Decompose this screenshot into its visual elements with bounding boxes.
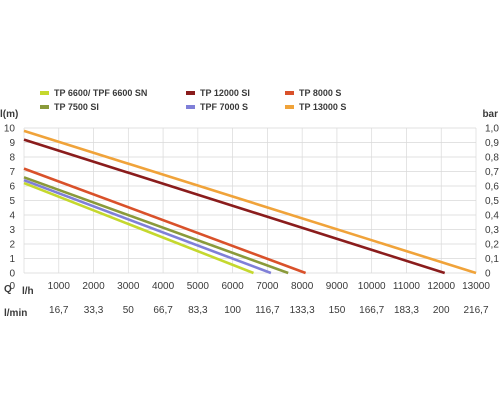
series-line	[23, 178, 272, 275]
y-left-tick-label: 7	[9, 167, 15, 178]
legend: TP 6600/ TPF 6600 SN TP 7500 SI TP 12000 S…	[40, 88, 346, 112]
series-line	[23, 138, 446, 275]
grid	[23, 127, 477, 274]
series-line	[23, 176, 289, 275]
tick-labels: 0 01 0,12 0,23 0,34 0,45 0,56 0,67 0,78 0,89 0,910…	[4, 124, 499, 317]
x-alt-tick-label: 66,7	[153, 305, 173, 316]
series-line	[23, 129, 477, 275]
y-right-tick-label: 1,0	[485, 124, 499, 135]
y-right-tick-label: 0,1	[485, 254, 499, 265]
axes: l(m) bar Q l/h l/min	[0, 109, 498, 319]
x-alt-tick-label: 83,3	[188, 305, 208, 316]
x-unit-label: l/h	[22, 286, 34, 297]
y-left-tick-label: 2	[9, 240, 15, 251]
x-tick-label: 9000	[326, 281, 349, 292]
y-left-tick-label: 8	[9, 153, 15, 164]
y-left-tick-label: 3	[9, 225, 15, 236]
x-alt-tick-label: 183,3	[394, 305, 419, 316]
y-right-tick-label: 0,6	[485, 182, 499, 193]
legend-label: TP 13000 S	[299, 102, 346, 112]
x-alt-tick-label: 16,7	[49, 305, 69, 316]
x-tick-label: 11000	[393, 281, 421, 292]
x-tick-label: 7000	[256, 281, 279, 292]
x-tick-label: 1000	[48, 281, 71, 292]
y-right-tick-label: 0,7	[485, 167, 499, 178]
y-right-tick-label: 0,2	[485, 240, 499, 251]
x-tick-label: 0	[9, 281, 15, 292]
x-alt-tick-label: 33,3	[84, 305, 104, 316]
y-right-axis-label: bar	[482, 109, 498, 120]
x-alt-tick-label: 150	[329, 305, 346, 316]
x-tick-label: 13000	[462, 281, 490, 292]
legend-label: TP 7500 SI	[54, 102, 99, 112]
x-row-label: Q	[4, 284, 12, 295]
series-line	[23, 181, 254, 275]
x-alt-tick-label: 116,7	[255, 305, 280, 316]
x-alt-tick-label: 166,7	[359, 305, 384, 316]
y-left-tick-label: 1	[9, 254, 15, 265]
series-line	[23, 167, 307, 275]
x-tick-label: 4000	[152, 281, 175, 292]
x-alt-tick-label: 200	[433, 305, 450, 316]
y-left-tick-label: 9	[9, 138, 15, 149]
legend-label: TP 12000 SI	[200, 88, 250, 98]
x-tick-label: 10000	[358, 281, 386, 292]
legend-label: TPF 7000 S	[200, 102, 248, 112]
y-right-tick-label: 0	[485, 269, 491, 280]
x-alt-tick-label: 50	[123, 305, 135, 316]
y-right-tick-label: 0,8	[485, 153, 499, 164]
x-alt-tick-label: 216,7	[463, 305, 488, 316]
x-tick-label: 6000	[221, 281, 244, 292]
x-alt-tick-label: 133,3	[290, 305, 315, 316]
x-alt-unit-label: l/min	[4, 308, 27, 319]
y-left-tick-label: 0	[9, 269, 15, 280]
y-right-tick-label: 0,5	[485, 196, 499, 207]
y-left-tick-label: 4	[9, 211, 15, 222]
y-left-axis-label: l(m)	[0, 109, 18, 120]
y-right-tick-label: 0,4	[485, 211, 499, 222]
x-tick-label: 12000	[427, 281, 455, 292]
x-tick-label: 8000	[291, 281, 314, 292]
y-right-tick-label: 0,3	[485, 225, 499, 236]
legend-label: TP 8000 S	[299, 88, 341, 98]
legend-label: TP 6600/ TPF 6600 SN	[54, 88, 147, 98]
y-left-tick-label: 6	[9, 182, 15, 193]
series-lines	[23, 129, 477, 275]
x-tick-label: 5000	[187, 281, 210, 292]
x-tick-label: 3000	[117, 281, 140, 292]
y-left-tick-label: 10	[4, 124, 16, 135]
y-left-tick-label: 5	[9, 196, 15, 207]
y-right-tick-label: 0,9	[485, 138, 499, 149]
x-tick-label: 2000	[82, 281, 105, 292]
x-alt-tick-label: 100	[224, 305, 241, 316]
